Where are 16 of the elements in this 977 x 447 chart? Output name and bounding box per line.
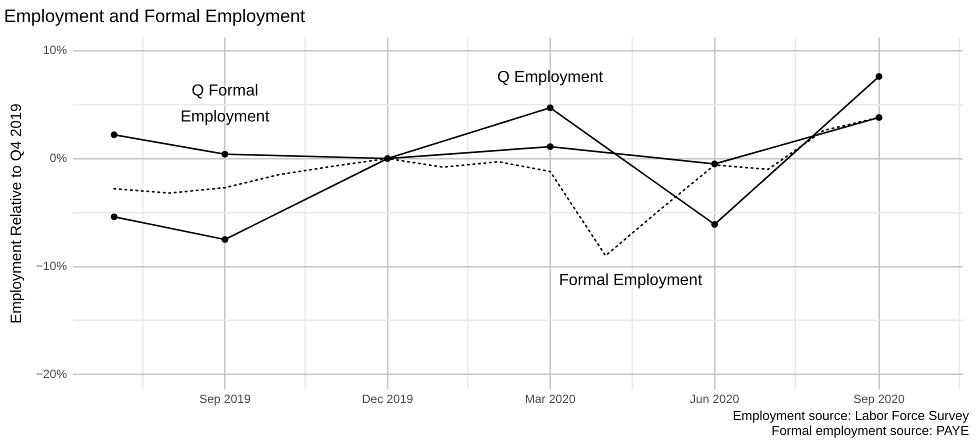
text: Formal Employment [559,272,703,290]
y-tick-label: −20% [36,366,68,381]
x-tick-label: Jun 2020 [690,392,740,406]
chart-title: Employment and Formal Employment [4,6,306,26]
text: Formal employment source: PAYE [770,423,969,438]
y-tick-label: 10% [42,42,68,57]
x-tick-label: Mar 2020 [524,392,576,406]
x-tick-label: Dec 2019 [362,392,414,406]
x-tick-label: Sep 2019 [199,392,251,406]
text: Employment source: Labor Force Survey [732,408,969,423]
y-tick-label: 0% [50,150,68,165]
series-label: Q Formal Employment [180,82,270,126]
x-tick-label: Sep 2020 [853,392,906,406]
series-label: Q Employment [497,69,604,86]
y-tick-label: −10% [36,258,68,273]
y-axis-title: Employment Relative to Q4 2019 [8,104,26,324]
